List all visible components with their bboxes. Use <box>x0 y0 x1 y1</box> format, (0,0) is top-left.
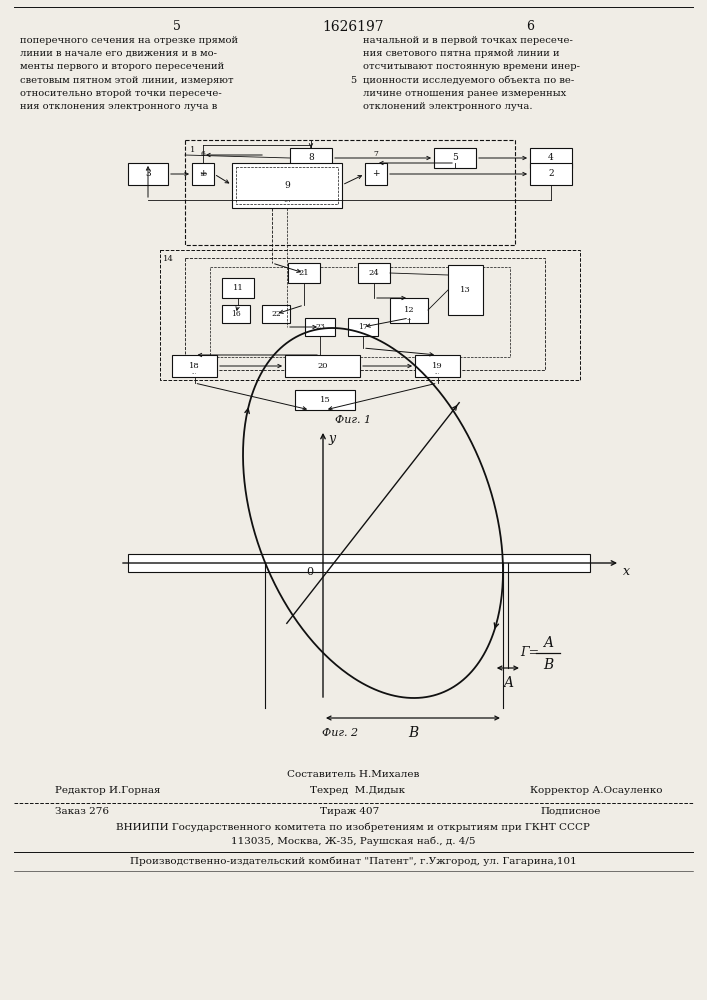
Text: 2: 2 <box>548 169 554 178</box>
Bar <box>185 140 515 245</box>
Text: 8: 8 <box>308 153 314 162</box>
Text: относительно второй точки пересече-: относительно второй точки пересече- <box>20 89 222 98</box>
Bar <box>448 265 483 315</box>
Text: 9: 9 <box>284 181 290 190</box>
Text: Фиг. 2: Фиг. 2 <box>322 728 358 738</box>
Text: 1626197: 1626197 <box>322 20 384 34</box>
Text: ...: ... <box>407 316 411 320</box>
Bar <box>222 305 250 323</box>
Bar <box>358 263 390 283</box>
Text: 18: 18 <box>189 362 200 370</box>
Text: ния отклонения электронного луча в: ния отклонения электронного луча в <box>20 102 217 111</box>
Bar <box>160 250 580 380</box>
Text: 21: 21 <box>298 269 310 277</box>
Text: 19: 19 <box>432 362 443 370</box>
Bar <box>295 390 355 410</box>
Text: Техред  М.Дидык: Техред М.Дидык <box>310 786 405 795</box>
Bar <box>222 278 254 298</box>
Text: 10: 10 <box>199 172 207 176</box>
Bar <box>185 258 545 370</box>
Text: B: B <box>408 726 418 740</box>
Text: Корректор А.Осауленко: Корректор А.Осауленко <box>530 786 662 795</box>
Text: ...: ... <box>435 370 440 375</box>
Text: 5: 5 <box>452 153 458 162</box>
Text: 22: 22 <box>271 310 281 318</box>
Text: ния светового пятна прямой линии и: ния светового пятна прямой линии и <box>363 49 560 58</box>
Text: 0: 0 <box>306 567 313 577</box>
Bar <box>434 148 476 168</box>
Text: Производственно-издательский комбинат "Патент", г.Ужгород, ул. Гагарина,101: Производственно-издательский комбинат "П… <box>129 856 576 865</box>
Text: менты первого и второго пересечений: менты первого и второго пересечений <box>20 62 224 71</box>
Text: 5: 5 <box>173 20 181 33</box>
Text: отклонений электронного луча.: отклонений электронного луча. <box>363 102 532 111</box>
Text: ВНИИПИ Государственного комитета по изобретениям и открытиям при ГКНТ СССР: ВНИИПИ Государственного комитета по изоб… <box>116 823 590 832</box>
Bar <box>262 305 290 323</box>
Text: отсчитывают постоянную времени инер-: отсчитывают постоянную времени инер- <box>363 62 580 71</box>
Text: 14: 14 <box>163 255 174 263</box>
Text: 15: 15 <box>320 396 330 404</box>
Text: 24: 24 <box>368 269 380 277</box>
Bar <box>415 355 460 377</box>
Text: ...: ... <box>283 196 291 205</box>
Text: 13: 13 <box>460 286 471 294</box>
Bar <box>232 163 342 208</box>
Bar <box>348 318 378 336</box>
Text: +: + <box>373 169 380 178</box>
Text: поперечного сечения на отрезке прямой: поперечного сечения на отрезке прямой <box>20 36 238 45</box>
Bar <box>390 298 428 323</box>
Text: 6: 6 <box>201 150 206 158</box>
Text: 6: 6 <box>526 20 534 33</box>
Text: x: x <box>623 565 630 578</box>
Text: Заказ 276: Заказ 276 <box>55 807 109 816</box>
Text: Фиг. 1: Фиг. 1 <box>335 415 371 425</box>
Text: 17: 17 <box>358 323 368 331</box>
Bar <box>288 263 320 283</box>
Text: Подписное: Подписное <box>540 807 600 816</box>
Bar <box>172 355 217 377</box>
Text: Тираж 407: Тираж 407 <box>320 807 379 816</box>
Bar <box>128 163 168 185</box>
Bar <box>128 554 590 572</box>
Text: 4: 4 <box>548 153 554 162</box>
Text: начальной и в первой точках пересече-: начальной и в первой точках пересече- <box>363 36 573 45</box>
Text: y: y <box>328 432 335 445</box>
Text: 5: 5 <box>350 76 356 85</box>
Text: +: + <box>199 169 206 178</box>
Bar <box>210 267 510 357</box>
Bar <box>530 163 572 185</box>
Text: 23: 23 <box>315 323 325 331</box>
Bar <box>192 163 214 185</box>
Text: 12: 12 <box>404 306 414 314</box>
Text: 3: 3 <box>145 169 151 178</box>
Text: B: B <box>543 658 553 672</box>
Text: Γ=: Γ= <box>520 647 539 660</box>
Text: A: A <box>503 676 513 690</box>
Bar <box>365 163 387 185</box>
Text: световым пятном этой линии, измеряют: световым пятном этой линии, измеряют <box>20 76 233 85</box>
Text: Составитель Н.Михалев: Составитель Н.Михалев <box>287 770 419 779</box>
Bar <box>236 167 338 204</box>
Text: 7: 7 <box>373 150 378 158</box>
Text: ционности исследуемого объекта по ве-: ционности исследуемого объекта по ве- <box>363 76 574 85</box>
Text: личине отношения ранее измеренных: личине отношения ранее измеренных <box>363 89 566 98</box>
Text: 1: 1 <box>190 146 195 154</box>
Text: 16: 16 <box>231 310 241 318</box>
Text: линии в начале его движения и в мо-: линии в начале его движения и в мо- <box>20 49 217 58</box>
Bar <box>530 148 572 168</box>
Text: 11: 11 <box>233 284 243 292</box>
Bar <box>290 148 332 168</box>
Text: ...: ... <box>192 370 197 375</box>
Text: 20: 20 <box>317 362 328 370</box>
Bar <box>285 355 360 377</box>
Text: A: A <box>543 636 553 650</box>
Text: Редактор И.Горная: Редактор И.Горная <box>55 786 160 795</box>
Bar <box>305 318 335 336</box>
Text: 113035, Москва, Ж-35, Раушская наб., д. 4/5: 113035, Москва, Ж-35, Раушская наб., д. … <box>230 837 475 846</box>
